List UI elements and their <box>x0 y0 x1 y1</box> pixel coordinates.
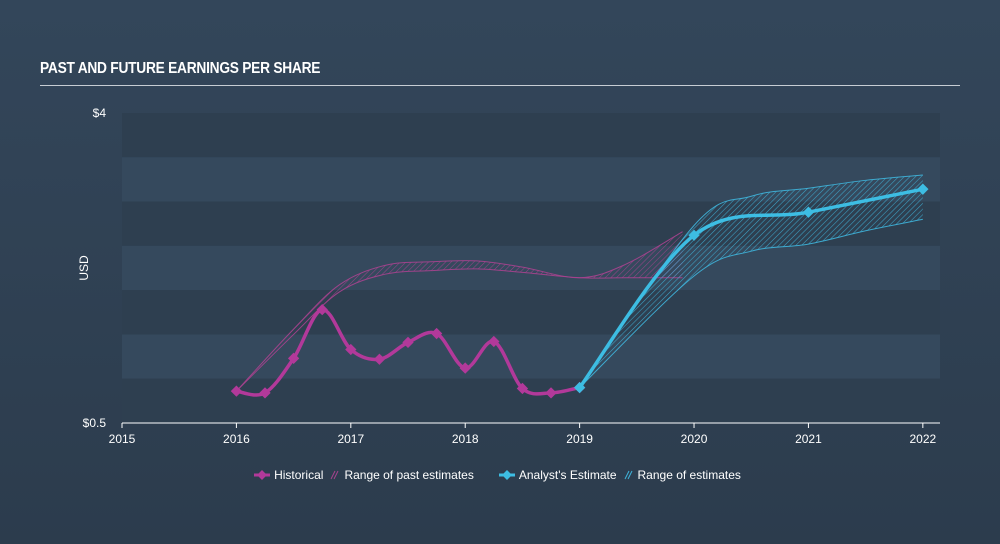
historical-point-4 <box>345 343 357 356</box>
x-tick-label-2018: 2018 <box>452 432 479 446</box>
alternating-bands <box>122 113 940 423</box>
legend-future-range-hatch-icon <box>624 470 632 480</box>
past-estimate-range-lower-edge <box>236 268 683 392</box>
historical-point-7 <box>430 327 443 340</box>
y-axis-label: USD <box>77 255 91 281</box>
past-estimate-range-area <box>236 231 683 392</box>
grid-band-0 <box>122 113 940 158</box>
analyst-estimate-point-2 <box>802 206 815 218</box>
x-tick-label-2016: 2016 <box>223 432 250 446</box>
chart-title: PAST AND FUTURE EARNINGS PER SHARE <box>40 60 321 77</box>
grid-band-4 <box>122 290 940 335</box>
x-tick-label-2017: 2017 <box>337 432 364 446</box>
y-tick-label-0: $4 <box>93 106 107 120</box>
title-divider <box>40 85 960 86</box>
legend-historical-marker-icon <box>254 470 271 480</box>
x-tick-label-2021: 2021 <box>795 432 822 446</box>
analyst-estimate-point-0 <box>573 381 586 394</box>
series <box>230 174 929 399</box>
historical-point-9 <box>488 335 500 348</box>
x-tick-label-2022: 2022 <box>909 432 936 446</box>
historical-point-1 <box>259 387 271 399</box>
legend-analyst-marker-icon <box>498 470 515 480</box>
legend-past-group: Historical Range of past estimates <box>253 468 480 482</box>
grid-band-3 <box>122 245 940 291</box>
future-estimate-range-area <box>579 175 923 388</box>
legend-future-range-label: Range of estimates <box>637 468 741 482</box>
legend-future-group: Analyst's Estimate Range of estimates <box>498 468 747 482</box>
legend-historical[interactable]: Historical <box>253 468 323 482</box>
historical-point-10 <box>516 382 529 395</box>
legend-historical-label: Historical <box>274 468 324 482</box>
x-tick-label-2015: 2015 <box>109 432 136 446</box>
historical-point-8 <box>459 362 471 374</box>
future-estimate-range-lower-edge <box>579 218 923 388</box>
legend-past-range-label: Range of past estimates <box>344 468 474 482</box>
grid-band-5 <box>122 334 940 379</box>
legend-past-range[interactable]: Range of past estimates <box>329 468 474 482</box>
x-tick-label-2019: 2019 <box>566 432 593 446</box>
x-tick-label-2020: 2020 <box>681 432 708 446</box>
historical-point-11 <box>545 387 557 399</box>
analyst-estimate-line <box>577 187 925 390</box>
historical-point-0 <box>230 385 243 397</box>
axes: 2015 2016 2017 2018 2019 2020 2021 2022 $4 $0.5 US… <box>77 106 940 446</box>
historical-point-5 <box>373 353 386 365</box>
y-tick-label-1: $0.5 <box>83 416 107 430</box>
analyst-estimate-point-3 <box>917 183 929 195</box>
historical-point-6 <box>402 336 414 349</box>
historical-point-2 <box>287 352 300 364</box>
legend-past-range-hatch-icon <box>330 470 339 480</box>
past-estimate-range-upper-edge <box>236 231 683 392</box>
historical-point-3 <box>316 303 328 316</box>
legend-analyst-label: Analyst's Estimate <box>518 468 617 482</box>
grid-band-6 <box>122 378 940 423</box>
legend: Historical Range of past estimates Analy… <box>0 468 1000 482</box>
legend-analyst[interactable]: Analyst's Estimate <box>498 468 617 482</box>
legend-future-range[interactable]: Range of estimates <box>623 468 741 482</box>
analyst-estimate-point-1 <box>688 229 700 241</box>
